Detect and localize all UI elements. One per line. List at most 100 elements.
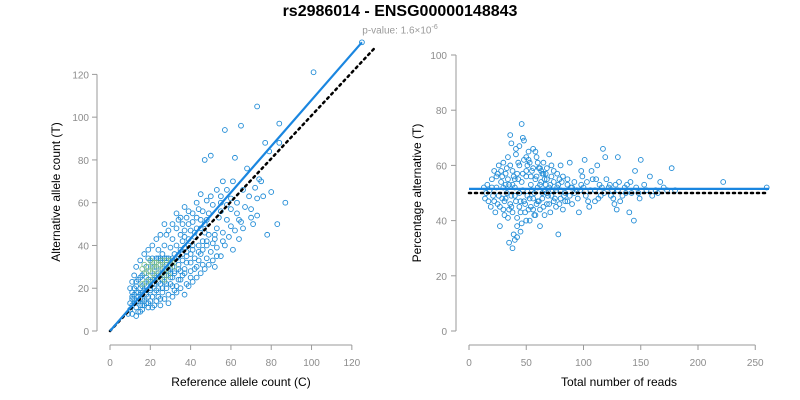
data-point	[201, 266, 208, 272]
data-point	[213, 225, 220, 232]
data-point	[494, 170, 501, 177]
data-point	[173, 289, 180, 296]
data-point	[523, 217, 530, 224]
data-point	[203, 238, 210, 245]
data-point	[487, 203, 494, 210]
data-point	[153, 236, 160, 242]
data-point	[189, 246, 196, 253]
data-point	[500, 159, 507, 166]
data-point	[506, 181, 512, 188]
y-tick-label: 80	[78, 156, 90, 167]
data-point	[518, 179, 525, 185]
y-tick-label: 20	[78, 284, 90, 295]
data-point	[526, 217, 533, 224]
data-point	[530, 145, 536, 152]
data-point	[282, 199, 289, 206]
data-point	[530, 165, 536, 172]
data-point	[260, 193, 267, 200]
data-point	[631, 217, 637, 224]
data-point-secondary	[171, 263, 178, 270]
data-point	[537, 165, 543, 172]
data-point	[519, 134, 526, 141]
data-point	[159, 285, 166, 292]
data-point	[649, 192, 656, 199]
data-point	[514, 214, 520, 221]
data-point	[623, 190, 629, 196]
data-point	[213, 253, 220, 260]
data-point	[498, 168, 504, 174]
data-point	[548, 162, 555, 169]
data-point	[516, 143, 523, 149]
data-point	[135, 289, 142, 296]
fit-line	[109, 41, 363, 332]
data-point	[508, 203, 515, 210]
data-point	[541, 212, 548, 218]
data-point	[544, 165, 550, 172]
data-point	[240, 225, 246, 232]
data-point	[542, 181, 549, 188]
data-point	[502, 170, 509, 177]
data-point	[133, 278, 140, 285]
data-point	[234, 199, 240, 206]
data-point	[310, 69, 317, 76]
data-point	[491, 168, 498, 174]
data-point	[169, 293, 176, 300]
data-point	[230, 178, 236, 185]
data-point-secondary	[143, 278, 150, 285]
data-point	[533, 154, 540, 160]
data-point	[153, 298, 160, 304]
data-point	[177, 231, 184, 238]
data-point	[250, 221, 256, 227]
data-point-secondary	[155, 261, 162, 268]
y-tick-label: 100	[430, 51, 447, 62]
data-point	[201, 157, 208, 163]
data-point	[606, 181, 613, 188]
data-point	[511, 176, 518, 183]
data-point	[505, 214, 511, 221]
data-point	[226, 234, 232, 240]
data-point	[197, 270, 204, 277]
data-point	[173, 242, 180, 249]
data-point	[550, 168, 557, 174]
data-point	[228, 223, 234, 230]
data-point	[232, 154, 238, 161]
data-point	[213, 187, 220, 193]
y-tick-label: 60	[436, 161, 448, 172]
data-point	[513, 151, 519, 158]
data-point	[550, 179, 557, 185]
data-point	[181, 204, 188, 210]
data-point	[169, 283, 176, 289]
data-point	[566, 159, 573, 166]
data-point	[529, 168, 535, 174]
x-tick-label: 150	[632, 358, 649, 369]
data-point	[509, 245, 516, 252]
data-point	[513, 198, 519, 205]
data-point	[199, 246, 206, 253]
data-point	[537, 181, 543, 188]
data-point	[179, 221, 186, 227]
data-point	[183, 259, 190, 266]
data-point	[268, 189, 275, 195]
data-point	[169, 236, 176, 242]
data-point-secondary	[163, 257, 170, 264]
data-point	[199, 238, 206, 245]
data-point	[521, 198, 527, 205]
data-point	[553, 203, 559, 210]
data-point	[137, 257, 144, 264]
data-point	[641, 181, 648, 188]
data-point	[205, 210, 212, 217]
data-point	[189, 278, 196, 285]
data-point	[197, 191, 204, 197]
data-point	[502, 195, 509, 202]
data-point	[595, 195, 602, 202]
data-point	[547, 209, 554, 216]
data-point	[560, 173, 566, 180]
data-point	[540, 159, 547, 166]
data-point	[541, 176, 548, 183]
data-point	[179, 238, 186, 245]
data-point	[149, 304, 156, 311]
data-point	[181, 291, 188, 298]
data-point	[527, 173, 534, 180]
data-point	[615, 154, 621, 160]
